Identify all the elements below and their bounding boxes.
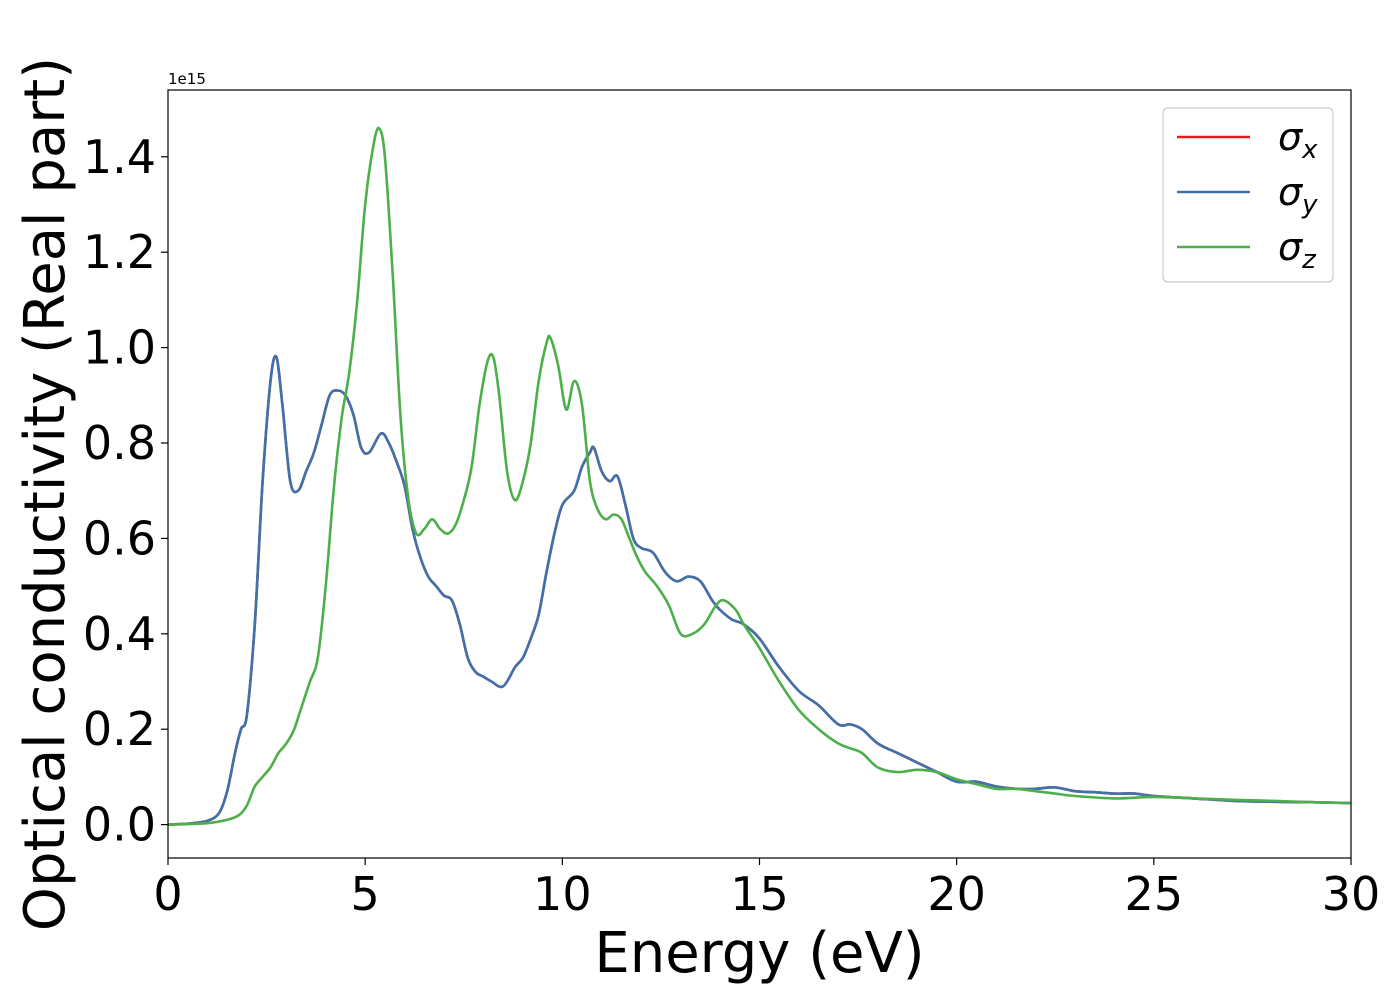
legend-symbol: σ (1278, 115, 1304, 159)
series-line-z (167, 126, 1352, 826)
legend-symbol: σ (1278, 170, 1304, 214)
legend-label-y: σy (1278, 170, 1318, 220)
x-tick-label: 20 (927, 867, 986, 921)
series-layer (167, 126, 1352, 826)
series-line-y (167, 354, 1352, 826)
x-tick-label: 25 (1125, 867, 1184, 921)
y-tick-label: 0.0 (83, 798, 156, 852)
y-tick-label: 1.4 (83, 130, 156, 184)
y-tick-label: 0.8 (83, 416, 156, 470)
legend-subscript: x (1301, 135, 1318, 165)
y-tick-label: 1.2 (83, 225, 156, 279)
legend-label-x: σx (1278, 115, 1318, 165)
x-tick-label: 15 (730, 867, 789, 921)
legend-box (1162, 107, 1334, 283)
x-tick-label: 10 (533, 867, 592, 921)
x-axis-title: Energy (eV) (594, 921, 924, 986)
y-axis-title: Optical conductivity (Real part) (13, 57, 78, 931)
y-offset-label: 1e15 (168, 70, 206, 88)
y-axis-ticks: 0.0 0.2 0.4 0.6 0.8 1.0 1.2 1.4 (83, 130, 168, 852)
x-tick-label: 5 (351, 867, 380, 921)
legend-subscript: z (1301, 245, 1317, 275)
y-tick-label: 0.6 (83, 511, 156, 565)
x-axis-ticks: 0 5 10 15 20 25 30 (153, 858, 1380, 921)
legend-label-z: σz (1278, 225, 1317, 275)
x-tick-label: 30 (1322, 867, 1381, 921)
y-tick-label: 0.4 (83, 607, 156, 661)
legend-subscript: y (1301, 190, 1318, 220)
y-tick-label: 1.0 (83, 321, 156, 375)
x-tick-label: 0 (153, 867, 182, 921)
legend-symbol: σ (1278, 225, 1304, 269)
y-tick-label: 0.2 (83, 702, 156, 756)
